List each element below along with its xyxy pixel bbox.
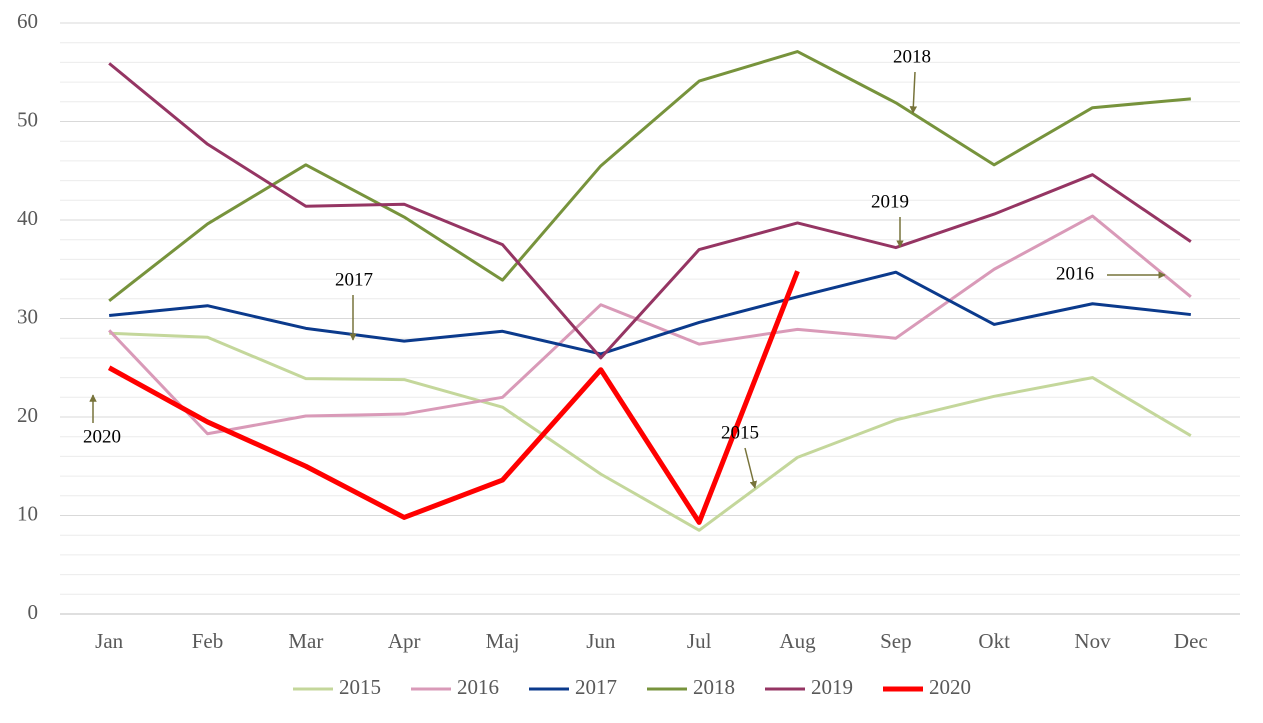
x-tick-label: Feb <box>192 629 224 653</box>
annotation-arrow <box>744 447 758 489</box>
legend-label: 2015 <box>339 675 381 699</box>
x-tick-label: Jun <box>586 629 616 653</box>
x-tick-label: Okt <box>978 629 1010 653</box>
annotation: 2016 <box>1056 263 1094 284</box>
annotation-arrow <box>909 71 918 114</box>
x-tick-label: Nov <box>1074 629 1111 653</box>
legend-label: 2016 <box>457 675 499 699</box>
series-line <box>108 214 1192 436</box>
x-tick-label: Maj <box>486 629 520 653</box>
x-tick-label: Apr <box>388 629 421 653</box>
series-line <box>109 331 1192 532</box>
legend-label: 2018 <box>693 675 735 699</box>
series-line <box>108 50 1191 302</box>
annotation: 2019 <box>871 191 909 212</box>
x-tick-label: Dec <box>1174 629 1208 653</box>
annotation: 2018 <box>893 46 931 67</box>
x-tick-label: Jul <box>687 629 712 653</box>
y-tick-label: 50 <box>17 107 38 131</box>
y-tick-label: 60 <box>17 9 38 33</box>
y-tick-label: 0 <box>28 600 39 624</box>
series-line <box>109 270 1191 356</box>
series-line <box>108 62 1192 360</box>
series-line <box>107 270 800 525</box>
legend-label: 2019 <box>811 675 853 699</box>
x-tick-label: Mar <box>288 629 323 653</box>
legend-label: 2020 <box>929 675 971 699</box>
y-tick-label: 10 <box>17 501 38 525</box>
y-tick-label: 40 <box>17 206 38 230</box>
y-tick-label: 20 <box>17 403 38 427</box>
annotation: 2017 <box>335 269 373 290</box>
x-tick-label: Sep <box>880 629 912 653</box>
y-tick-label: 30 <box>17 304 38 328</box>
legend-label: 2017 <box>575 675 617 699</box>
annotation: 2020 <box>83 426 121 447</box>
x-tick-label: Aug <box>779 629 816 653</box>
annotation: 2015 <box>721 422 759 443</box>
x-tick-label: Jan <box>95 629 123 653</box>
